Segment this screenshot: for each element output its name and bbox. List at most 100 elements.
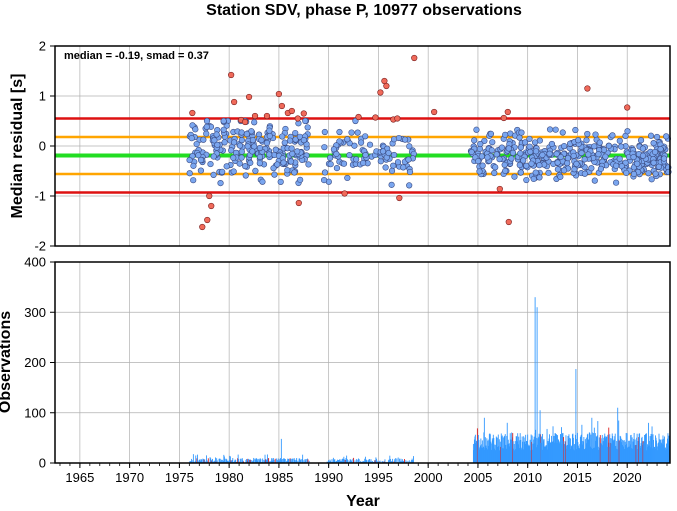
observation-bar bbox=[645, 433, 647, 463]
data-point bbox=[210, 171, 217, 179]
observation-bar bbox=[263, 459, 265, 463]
outlier-point bbox=[206, 192, 213, 200]
observation-bar bbox=[563, 441, 565, 463]
data-point bbox=[405, 156, 412, 163]
outlier-point bbox=[372, 114, 379, 121]
data-point bbox=[630, 170, 638, 178]
data-point bbox=[266, 151, 273, 158]
observation-bar bbox=[518, 440, 520, 463]
data-point bbox=[613, 162, 620, 169]
residual-panel: 2 1 0 -1 -2 median = -0.19, smad = 0.37 Medi… bbox=[9, 39, 672, 254]
observation-bar bbox=[499, 441, 501, 463]
outlier-point bbox=[204, 216, 211, 224]
observation-bar bbox=[360, 461, 362, 463]
data-point bbox=[496, 156, 503, 163]
observation-bar bbox=[204, 461, 206, 463]
observation-bar bbox=[481, 447, 483, 463]
observation-bar bbox=[565, 435, 567, 463]
observation-bar bbox=[485, 445, 487, 463]
observation-bar bbox=[191, 460, 193, 463]
observation-bar bbox=[526, 441, 528, 463]
observation-bar bbox=[593, 427, 595, 463]
observation-bar bbox=[277, 458, 279, 463]
data-point bbox=[305, 161, 312, 168]
data-point bbox=[272, 146, 279, 153]
observation-bar bbox=[300, 459, 302, 463]
chart-title: Station SDV, phase P, 10977 observations bbox=[206, 2, 522, 19]
observation-bar bbox=[364, 456, 366, 463]
observation-bar bbox=[601, 438, 603, 463]
observation-bar bbox=[506, 436, 508, 463]
observation-bar bbox=[332, 457, 334, 463]
data-point bbox=[554, 166, 561, 173]
observation-bar bbox=[646, 447, 648, 463]
observation-bar bbox=[655, 435, 656, 463]
observation-bar bbox=[231, 459, 233, 463]
data-point bbox=[660, 155, 668, 162]
observation-bar bbox=[222, 460, 224, 463]
data-point bbox=[394, 159, 402, 166]
data-point bbox=[493, 151, 500, 158]
observation-bar bbox=[273, 459, 275, 463]
x-tick-label: 2020 bbox=[613, 470, 642, 485]
observation-bar bbox=[652, 434, 654, 463]
observation-bar bbox=[335, 461, 337, 463]
observation-bar bbox=[266, 454, 268, 463]
x-tick-label: 1990 bbox=[314, 470, 343, 485]
observation-bar bbox=[237, 454, 239, 463]
data-point bbox=[517, 144, 525, 151]
observation-bar bbox=[234, 460, 236, 463]
y-tick-label: 400 bbox=[24, 255, 46, 270]
observations-y-label: Observations bbox=[0, 311, 14, 413]
observation-bar bbox=[560, 434, 561, 463]
observation-bar bbox=[210, 458, 212, 463]
observation-bar bbox=[283, 458, 285, 463]
observation-bar bbox=[371, 461, 373, 463]
observation-bar bbox=[396, 458, 398, 463]
observation-bar bbox=[587, 433, 589, 463]
observation-bar bbox=[562, 433, 563, 463]
observation-bar bbox=[627, 446, 629, 463]
observation-bar bbox=[259, 458, 261, 463]
observation-bar bbox=[569, 444, 571, 463]
observation-bar bbox=[542, 441, 544, 463]
observation-bar bbox=[599, 447, 601, 463]
observation-bar bbox=[603, 436, 605, 463]
data-point bbox=[581, 156, 588, 163]
observation-bar bbox=[246, 459, 247, 463]
observation-bar bbox=[598, 437, 600, 463]
observation-bar bbox=[660, 439, 661, 463]
data-point bbox=[559, 129, 566, 136]
observation-bar bbox=[330, 460, 332, 463]
data-point bbox=[520, 157, 527, 164]
data-point bbox=[357, 139, 365, 146]
year-x-ticks: 1965 1970 1975 1980 1985 1990 1995 2000 2005 2010… bbox=[59, 463, 668, 485]
observation-bar bbox=[653, 446, 655, 463]
data-point bbox=[321, 169, 329, 176]
data-point bbox=[259, 178, 266, 185]
observation-bar bbox=[249, 460, 250, 463]
x-tick-label: 2005 bbox=[463, 470, 492, 485]
data-point bbox=[353, 156, 360, 163]
data-point bbox=[320, 176, 328, 184]
observation-bar bbox=[550, 441, 552, 463]
data-point bbox=[484, 154, 491, 161]
data-point bbox=[532, 148, 540, 155]
observation-bar bbox=[333, 459, 335, 463]
observation-bar bbox=[654, 446, 655, 463]
data-point bbox=[502, 167, 509, 175]
data-point bbox=[531, 139, 539, 146]
observation-bar bbox=[303, 460, 305, 463]
observation-bar bbox=[564, 444, 565, 463]
data-point bbox=[221, 139, 228, 146]
observation-bar bbox=[598, 449, 600, 463]
data-point bbox=[602, 153, 609, 160]
observation-bar bbox=[374, 460, 376, 463]
data-point bbox=[251, 119, 258, 126]
observation-bar bbox=[241, 458, 243, 463]
observation-bar bbox=[256, 458, 258, 463]
observation-bar bbox=[508, 443, 510, 463]
observation-bar bbox=[608, 427, 610, 463]
observation-bar bbox=[650, 433, 652, 463]
